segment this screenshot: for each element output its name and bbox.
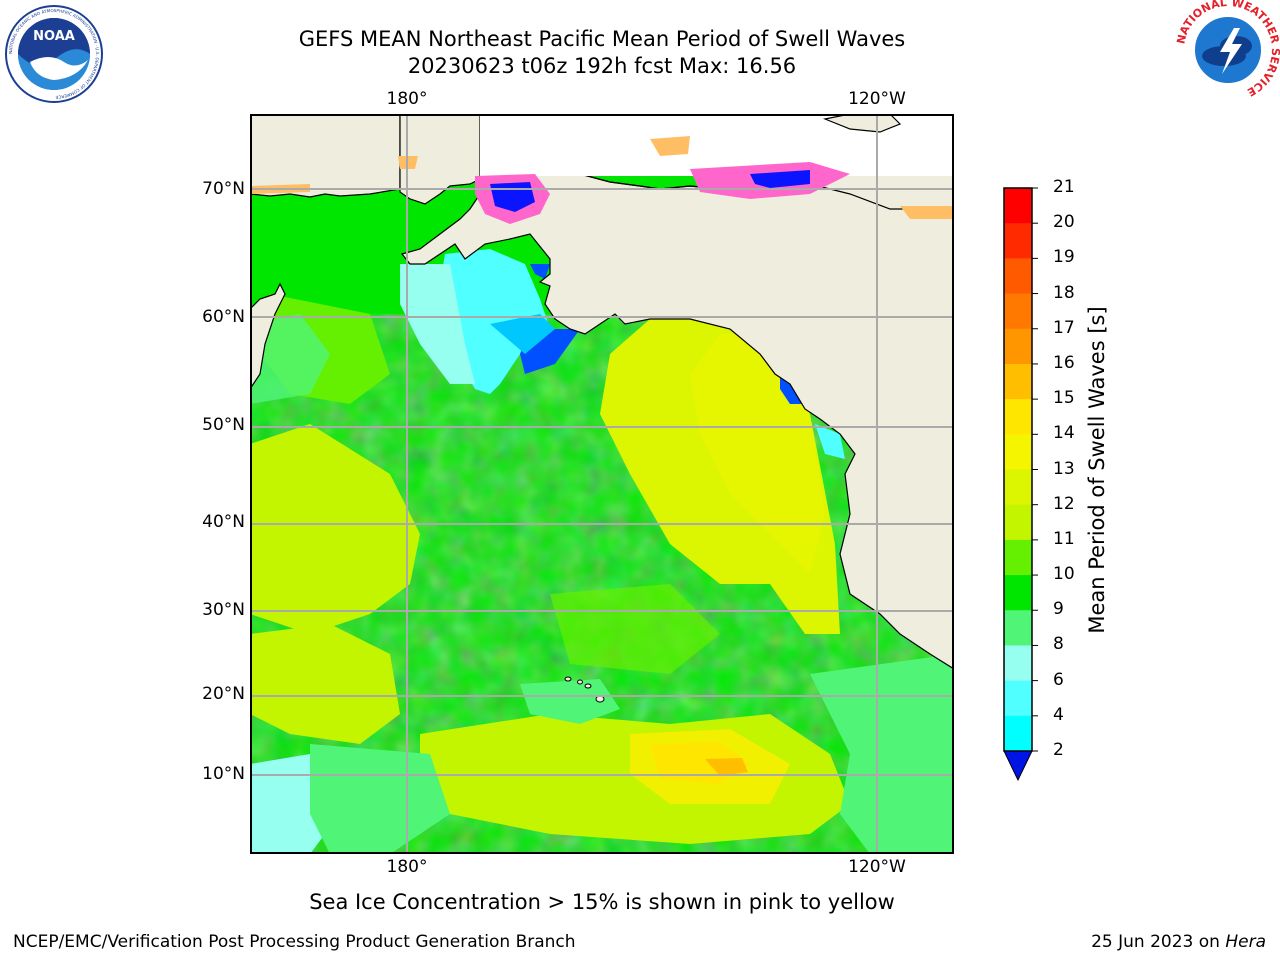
colorbar-segment: [1004, 258, 1032, 295]
lat-label-40n: 40°N: [202, 512, 245, 532]
colorbar-tick-label: 20: [1053, 212, 1075, 233]
colorbar-segment: [1004, 223, 1032, 259]
colorbar-segment: [1004, 434, 1032, 470]
graticule: [250, 114, 954, 854]
norton-sound-blue: [530, 264, 550, 279]
colorbar-segment: [1004, 328, 1032, 365]
colorbar-tick-label: 8: [1053, 634, 1064, 655]
chart-subtitle: 20230623 t06z 192h fcst Max: 16.56: [407, 54, 797, 78]
swell-region-west-low: [250, 624, 400, 744]
swell-region-max: [705, 758, 748, 776]
noaa-logo-text: NOAA: [33, 29, 75, 44]
lat-label-20n: 20°N: [202, 684, 245, 704]
colorbar: [1003, 187, 1038, 782]
land-siberia: [250, 114, 401, 198]
lon-label-top-180: 180°: [386, 89, 428, 109]
swell-region-southwest-green: [310, 744, 450, 854]
colorbar-segment: [1004, 363, 1032, 400]
sea-ice-note: Sea Ice Concentration > 15% is shown in …: [309, 890, 895, 914]
colorbar-tick-label: 17: [1053, 317, 1075, 338]
lon-label-bottom-180: 180°: [386, 857, 428, 877]
colorbar-segment: [1004, 469, 1032, 506]
colorbar-tick-label: 11: [1053, 528, 1075, 549]
hawaii-islands: [564, 676, 605, 703]
colorbar-segment: [1004, 399, 1032, 435]
colorbar-tick-label: 16: [1053, 352, 1075, 373]
lon-label-bottom-120w: 120°W: [848, 857, 906, 877]
colorbar-tick-label: 6: [1053, 669, 1064, 690]
swell-region-west-mid: [250, 424, 420, 634]
colorbar-segment: [1004, 293, 1032, 330]
swell-region-west-top: [250, 314, 330, 404]
colorbar-tick-label: 19: [1053, 247, 1075, 268]
noaa-logo: NOAA NATIONAL OCEANIC AND ATMOSPHERIC AD…: [5, 5, 103, 103]
colorbar-tick-label: 9: [1053, 599, 1064, 620]
swell-region-hawaii-lee: [520, 679, 620, 724]
coastal-teal-bc: [815, 424, 845, 459]
colorbar-tick-label: 14: [1053, 423, 1075, 444]
colorbar-segment: [1004, 645, 1032, 682]
land-kamchatka: [250, 282, 286, 391]
colorbar-tick-label: 18: [1053, 282, 1075, 303]
colorbar-tick-label: 2: [1053, 740, 1064, 760]
colorbar-tick-label: 10: [1053, 564, 1075, 585]
colorbar-tick-label: 21: [1053, 177, 1075, 197]
colorbar-segment: [1004, 539, 1032, 576]
colorbar-title: Mean Period of Swell Waves [s]: [1085, 306, 1109, 634]
colorbar-tick-label: 4: [1053, 704, 1064, 725]
swell-region-center-band: [550, 584, 720, 674]
lat-label-50n: 50°N: [202, 415, 245, 435]
colorbar-tick-label: 12: [1053, 493, 1075, 514]
colorbar-segment: [1004, 504, 1032, 541]
footer-credit: NCEP/EMC/Verification Post Processing Pr…: [13, 932, 576, 952]
bristol-bay-area: [490, 314, 555, 354]
colorbar-segment: [1004, 188, 1032, 224]
footer-date: 25 Jun 2023 on Hera: [1091, 932, 1266, 952]
colorbar-extend-arrow: [1003, 750, 1033, 782]
footer-machine: Hera: [1225, 932, 1266, 952]
sea-ice-canada-archipelago: [900, 206, 954, 219]
colorbar-segment: [1004, 680, 1032, 717]
colorbar-segment: [1004, 610, 1032, 646]
lat-label-30n: 30°N: [202, 600, 245, 620]
swell-period-map: [250, 114, 954, 854]
lat-label-70n: 70°N: [202, 179, 245, 199]
colorbar-tick-label: 15: [1053, 388, 1075, 409]
arctic-islands: [822, 114, 902, 133]
lat-label-10n: 10°N: [202, 764, 245, 784]
colorbar-segment: [1004, 715, 1032, 752]
chart-title: GEFS MEAN Northeast Pacific Mean Period …: [298, 27, 906, 51]
swell-region-east-low: [810, 654, 954, 854]
footer-date-text: 25 Jun 2023 on: [1091, 932, 1226, 952]
colorbar-tick-label: 13: [1053, 458, 1075, 479]
sea-ice-arctic-patch: [650, 136, 690, 156]
sea-ice-beaufort-core: [750, 170, 810, 188]
map-frame: [250, 114, 954, 854]
lon-label-top-120w: 120°W: [848, 89, 906, 109]
bering-sea-teal: [400, 264, 475, 384]
lat-label-60n: 60°N: [202, 307, 245, 327]
colorbar-segment: [1004, 575, 1032, 611]
